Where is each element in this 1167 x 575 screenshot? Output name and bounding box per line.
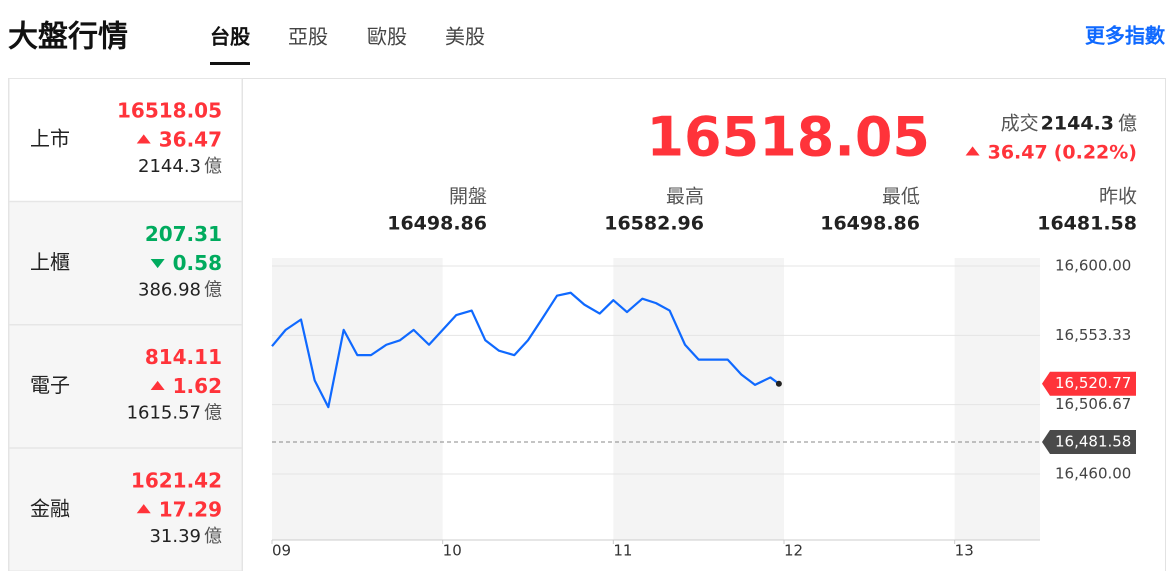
x-tick-label: 11 bbox=[613, 542, 632, 560]
x-tick-label: 10 bbox=[443, 542, 462, 560]
stat-label: 最高 bbox=[666, 186, 704, 208]
volume-unit: 億 bbox=[204, 279, 222, 300]
market-change: 0.58 bbox=[173, 251, 222, 275]
change-arrow bbox=[150, 380, 165, 390]
price-tag bbox=[1042, 429, 1136, 454]
change-arrow bbox=[136, 504, 151, 514]
stat-value: 16582.96 bbox=[604, 213, 704, 235]
market-row[interactable] bbox=[8, 447, 243, 572]
stat-label: 昨收 bbox=[1099, 186, 1137, 208]
session-band bbox=[954, 258, 1040, 540]
market-price: 207.31 bbox=[145, 222, 222, 246]
market-row[interactable] bbox=[8, 324, 243, 449]
market-price: 814.11 bbox=[145, 345, 222, 369]
market-change: 1.62 bbox=[173, 374, 222, 398]
market-price: 1621.42 bbox=[131, 468, 222, 492]
price-tag bbox=[1042, 371, 1136, 396]
more-link[interactable]: 更多指數 bbox=[1085, 24, 1166, 48]
y-tick-label: 16,600.00 bbox=[1055, 257, 1131, 275]
stat-value: 16498.86 bbox=[820, 213, 920, 235]
price-line bbox=[271, 291, 780, 409]
last-point bbox=[775, 380, 782, 387]
market-volume: 31.39 bbox=[149, 526, 201, 547]
quote-volume: 2144.3 bbox=[1041, 113, 1114, 135]
volume-label: 成交 bbox=[1001, 113, 1039, 135]
volume-unit: 億 bbox=[1118, 113, 1137, 135]
tab[interactable]: 歐股 bbox=[367, 25, 407, 49]
market-price: 16518.05 bbox=[117, 99, 222, 123]
market-name: 上櫃 bbox=[30, 250, 70, 274]
session-band bbox=[272, 258, 443, 540]
tab[interactable]: 美股 bbox=[445, 25, 485, 49]
market-row[interactable] bbox=[8, 201, 243, 325]
x-tick-label: 13 bbox=[955, 542, 974, 560]
tab-underline bbox=[210, 62, 250, 65]
price-tag-label: 16,481.58 bbox=[1055, 432, 1131, 450]
quote-price: 16518.05 bbox=[646, 106, 930, 169]
tab[interactable]: 台股 bbox=[210, 25, 250, 49]
market-change: 36.47 bbox=[159, 128, 222, 152]
quote-change: 36.47 bbox=[988, 142, 1048, 164]
volume-unit: 億 bbox=[204, 526, 222, 547]
tab[interactable]: 亞股 bbox=[288, 25, 328, 49]
stat-value: 16498.86 bbox=[387, 213, 487, 235]
market-name: 金融 bbox=[30, 496, 70, 520]
page-title: 大盤行情 bbox=[8, 20, 128, 55]
price-tag-label: 16,520.77 bbox=[1055, 374, 1131, 392]
y-tick-label: 16,460.00 bbox=[1055, 465, 1131, 483]
volume-unit: 億 bbox=[204, 156, 222, 177]
stat-label: 開盤 bbox=[449, 186, 487, 208]
session-band bbox=[613, 258, 784, 540]
x-tick-label: 12 bbox=[784, 542, 803, 560]
quote-change-pct: (0.22%) bbox=[1054, 142, 1137, 164]
stat-value: 16481.58 bbox=[1037, 213, 1137, 235]
volume-unit: 億 bbox=[204, 403, 222, 424]
market-volume: 2144.3 bbox=[138, 156, 201, 177]
y-tick-label: 16,553.33 bbox=[1055, 326, 1131, 344]
stat-label: 最低 bbox=[882, 186, 920, 208]
market-volume: 1615.57 bbox=[127, 403, 201, 424]
market-change: 17.29 bbox=[159, 497, 222, 521]
market-name: 上市 bbox=[30, 127, 70, 151]
market-row[interactable] bbox=[8, 78, 243, 202]
market-volume: 386.98 bbox=[138, 279, 201, 300]
change-arrow bbox=[150, 259, 165, 269]
change-arrow bbox=[965, 146, 980, 156]
market-name: 電子 bbox=[30, 373, 70, 397]
x-tick-label: 09 bbox=[272, 542, 291, 560]
y-tick-label: 16,506.67 bbox=[1055, 395, 1131, 413]
change-arrow bbox=[136, 134, 151, 144]
